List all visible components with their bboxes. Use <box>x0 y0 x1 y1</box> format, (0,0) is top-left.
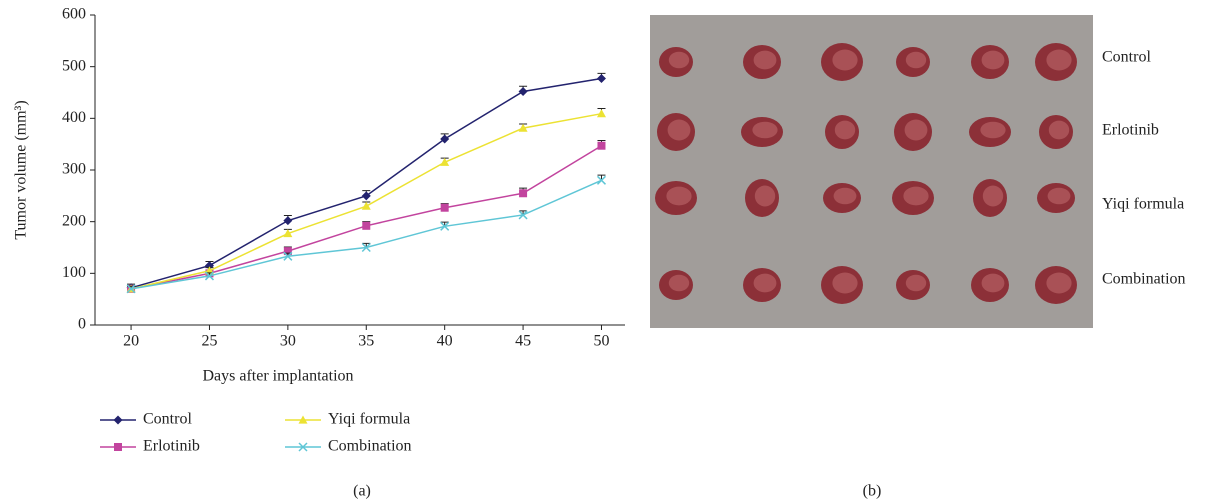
row-label: Combination <box>1102 271 1186 288</box>
tumor-highlight <box>832 50 857 71</box>
tumor-highlight <box>1048 188 1071 205</box>
row-label: Yiqi formula <box>1102 196 1184 213</box>
y-tick-label: 300 <box>62 161 86 178</box>
y-tick-label: 100 <box>62 264 86 281</box>
marker <box>519 189 527 197</box>
tumor-highlight <box>832 273 857 294</box>
legend-label: Erlotinib <box>143 438 200 455</box>
series-line <box>131 114 601 289</box>
tumor-highlight <box>906 275 926 292</box>
tumor-highlight <box>982 274 1005 293</box>
tumor-highlight <box>906 52 926 69</box>
marker <box>362 222 370 230</box>
tumor-highlight <box>1049 121 1069 140</box>
x-tick-label: 20 <box>123 333 139 350</box>
marker <box>440 158 449 166</box>
legend-label: Combination <box>328 438 412 455</box>
marker <box>597 74 606 83</box>
row-label: Erlotinib <box>1102 122 1159 139</box>
photo <box>650 15 1093 328</box>
y-tick-label: 500 <box>62 57 86 74</box>
x-tick-label: 25 <box>201 333 217 350</box>
tumor-highlight <box>1046 50 1071 71</box>
x-axis-label: Days after implantation <box>202 368 353 385</box>
figure: Days after implantation Tumor volume (mm… <box>0 0 1220 504</box>
series-line <box>131 79 601 288</box>
tumor-highlight <box>668 120 691 141</box>
panel-label: (b) <box>863 483 882 500</box>
tumor-highlight <box>754 51 777 70</box>
y-tick-label: 400 <box>62 109 86 126</box>
y-tick-label: 600 <box>62 6 86 23</box>
tumor-highlight <box>669 275 689 292</box>
marker <box>441 204 449 212</box>
x-tick-label: 45 <box>515 333 531 350</box>
marker <box>283 216 292 225</box>
tumor-highlight <box>834 188 857 205</box>
y-tick-label: 0 <box>78 316 86 333</box>
tumor-highlight <box>835 121 855 140</box>
x-tick-label: 30 <box>280 333 296 350</box>
tumor-highlight <box>982 51 1005 70</box>
marker <box>597 142 605 150</box>
tumor-highlight <box>754 274 777 293</box>
panel-label: (a) <box>353 483 371 500</box>
legend-marker <box>114 443 122 451</box>
tumor-highlight <box>905 120 928 141</box>
tumor-highlight <box>1046 273 1071 294</box>
marker <box>519 87 528 96</box>
tumor-highlight <box>903 187 928 206</box>
tumor-highlight <box>980 122 1005 139</box>
tumor-highlight <box>755 186 775 207</box>
x-tick-label: 35 <box>358 333 374 350</box>
row-label: Control <box>1102 49 1151 66</box>
y-axis-label: Tumor volume (mm³) <box>13 100 30 239</box>
tumor-highlight <box>983 186 1003 207</box>
legend-label: Yiqi formula <box>328 411 410 428</box>
tumor-highlight <box>752 122 777 139</box>
marker <box>597 109 606 117</box>
x-tick-label: 40 <box>437 333 453 350</box>
legend-marker <box>114 416 123 425</box>
marker <box>362 202 371 210</box>
x-tick-label: 50 <box>593 333 609 350</box>
photo-background <box>650 15 1093 328</box>
tumor-highlight <box>666 187 691 206</box>
y-tick-label: 200 <box>62 212 86 229</box>
tumor-highlight <box>669 52 689 69</box>
legend-label: Control <box>143 411 192 428</box>
